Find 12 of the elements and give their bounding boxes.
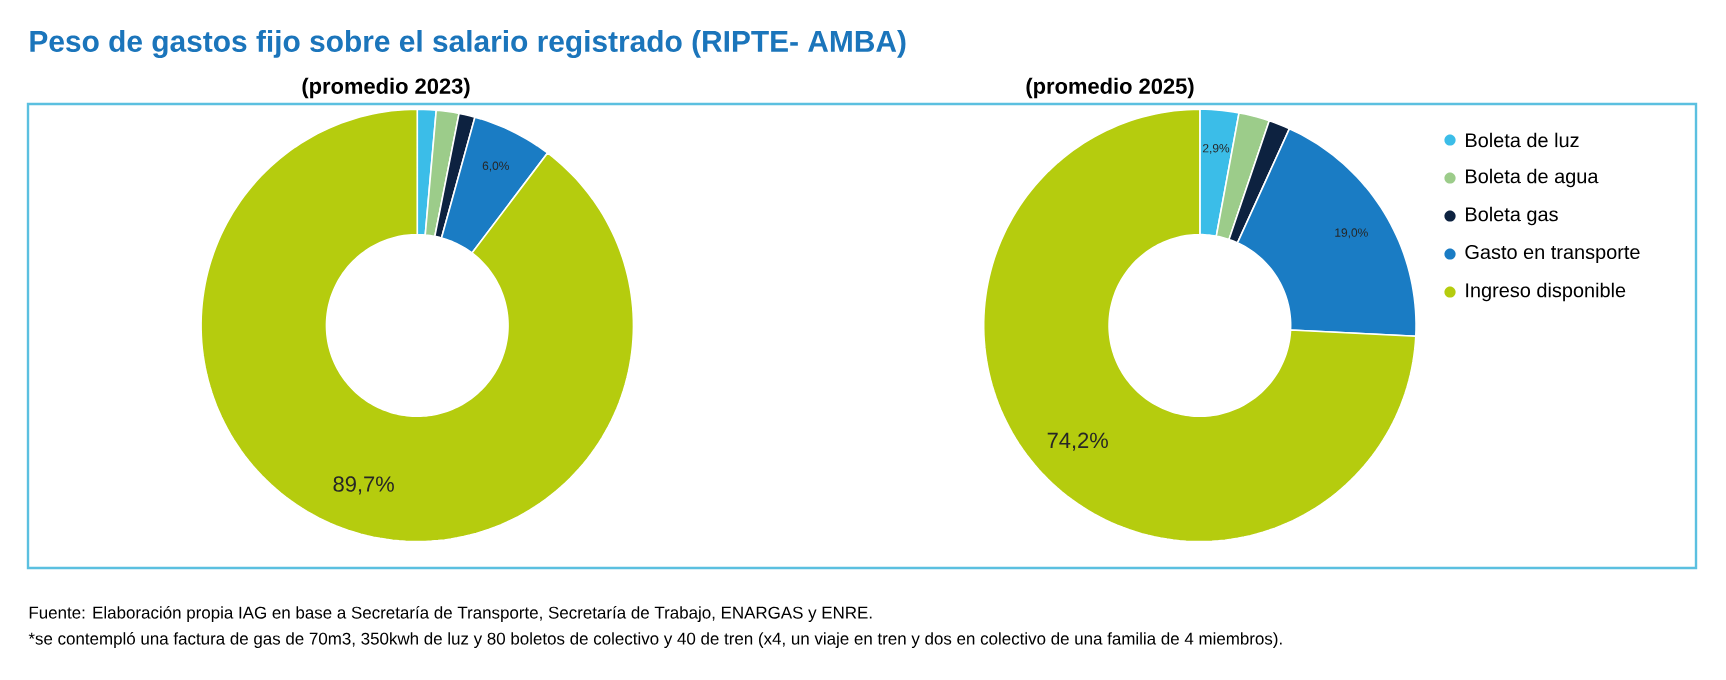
legend-label: Gasto en transporte — [1465, 244, 1640, 264]
legend-label: Boleta de luz — [1466, 132, 1579, 148]
source-note: Fuente: Elaboración propia IAG en base a Secretaría de Transporte, Secretaría de Trabajo, ENARGAS y ENRE. — [29, 606, 872, 622]
legend-label: Ingreso disponible — [1466, 282, 1626, 302]
data-label: 74,2% — [1047, 432, 1108, 451]
chart-subtitle: (promedio 2025) — [1026, 77, 1194, 99]
chart-title: Peso de gastos fijo sobre el salario registrado (RIPTE- AMBA) — [30, 30, 906, 58]
legend-label: Boleta de agua — [1466, 168, 1599, 188]
data-label: 89,7% — [333, 476, 394, 495]
legend-label: Boleta gas — [1466, 206, 1558, 226]
text: *se contempló una factura de gas de 70m3, 350kwh de luz y 80 boletos de colectivo y 40 de tren (x4, un viaje en tren y dos en colectivo de una familia de 4 miembros). — [28, 632, 1282, 648]
chart-subtitle: (promedio 2023) — [302, 77, 470, 99]
